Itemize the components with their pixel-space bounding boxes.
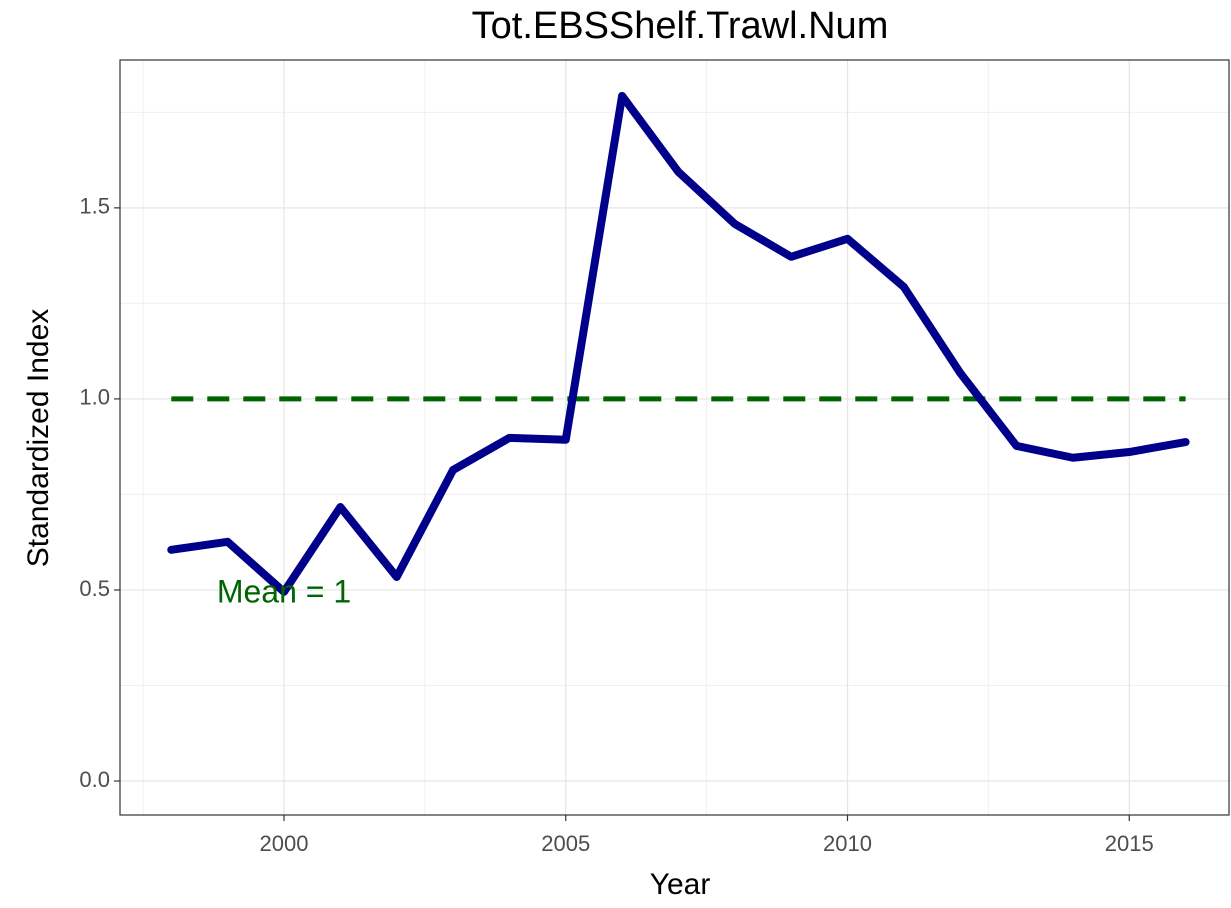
- annotation: Mean = 1: [217, 573, 351, 609]
- y-tick-label: 1.5: [79, 194, 110, 219]
- x-tick-label: 2005: [541, 831, 590, 856]
- y-axis-label: Standardized Index: [22, 309, 55, 568]
- data-line: [167, 91, 1190, 596]
- x-tick-label: 2000: [260, 831, 309, 856]
- y-tick-label: 0.0: [79, 767, 110, 792]
- panel-border: [119, 59, 1230, 816]
- y-tick-label: 0.5: [79, 576, 110, 601]
- chart-title: Tot.EBSShelf.Trawl.Num: [472, 5, 889, 47]
- y-tick-label: 1.0: [79, 385, 110, 410]
- x-tick-label: 2010: [823, 831, 872, 856]
- x-tick-label: 2015: [1105, 831, 1154, 856]
- x-axis-label: Year: [650, 868, 711, 901]
